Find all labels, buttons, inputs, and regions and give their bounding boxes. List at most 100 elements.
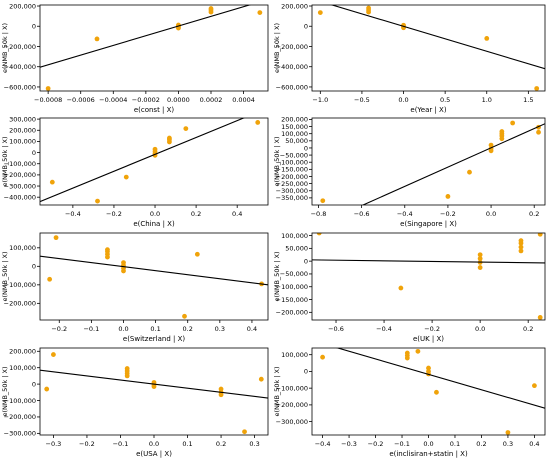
- fit-line: [330, 5, 545, 70]
- y-tick-label: −600,000: [276, 83, 308, 91]
- x-tick-label: −0.2: [106, 210, 122, 218]
- scatter-panel: −0.0008 −0.0006 −0.0004 −0.0002 0.0000 0.0002…: [1, 2, 269, 114]
- y-tick-label: 0: [304, 23, 308, 31]
- x-axis-label: e(const | X): [134, 106, 175, 114]
- x-tick-label: 0.1: [182, 440, 192, 448]
- fit-line: [40, 118, 246, 203]
- x-tick-label: −0.2: [368, 440, 384, 448]
- y-tick-label: 200,000: [281, 116, 308, 124]
- fit-line: [312, 259, 545, 264]
- x-tick-label: 0.2: [216, 440, 226, 448]
- x-axis-label: e(inclisiran+statin | X): [389, 450, 468, 458]
- data-point: [194, 251, 200, 257]
- y-tick-label: 100,000: [9, 244, 36, 252]
- plot-frame: [39, 347, 269, 436]
- y-tick-label: 200,000: [9, 348, 36, 356]
- y-tick-label: −300,000: [276, 418, 308, 426]
- y-tick-label: 200,000: [9, 127, 36, 135]
- y-tick-label: −100,000: [276, 283, 308, 291]
- x-tick-label: 0.0004: [232, 96, 255, 104]
- y-tick-label: −200,000: [276, 309, 308, 317]
- x-tick-label: 0.4: [232, 210, 242, 218]
- y-axis-label: e(NMB_50k | X): [1, 136, 9, 186]
- data-point: [536, 129, 541, 135]
- data-point: [488, 142, 494, 148]
- fit-line: [40, 369, 268, 399]
- plot-frame: [39, 232, 269, 321]
- y-tick-label: 0: [32, 149, 36, 157]
- x-tick-label: 0.3: [249, 440, 259, 448]
- y-axis-label: e(NMB_50k | X): [1, 251, 9, 301]
- y-tick-label: −100,000: [4, 397, 36, 405]
- data-point: [167, 135, 172, 141]
- data-point: [257, 10, 263, 15]
- x-axis-label: e(UK | X): [413, 335, 444, 343]
- data-point: [534, 86, 540, 91]
- data-point: [121, 268, 126, 274]
- fit-line: [40, 255, 268, 286]
- x-tick-label: −0.2: [440, 210, 456, 218]
- y-axis-label: e(NMB_50k | X): [273, 23, 281, 73]
- x-tick-label: −0.1: [83, 325, 99, 333]
- plot-frame: [39, 4, 269, 92]
- data-point: [51, 352, 56, 357]
- scatter-panel: −0.4 −0.3 −0.2 −0.1 0.0 0.1 0.2 0.3 0.4 100,000 0 −…: [273, 347, 546, 458]
- fit-line: [361, 123, 545, 205]
- data-point: [242, 429, 247, 435]
- data-point: [499, 129, 505, 134]
- x-axis-label: e(Singapore | X): [400, 220, 457, 228]
- data-point: [45, 86, 51, 91]
- y-tick-label: 100,000: [281, 351, 308, 359]
- x-tick-label: 0.2: [523, 325, 533, 333]
- y-tick-label: 100,000: [281, 130, 308, 138]
- y-tick-label: −300,000: [276, 187, 308, 195]
- data-point: [518, 238, 524, 244]
- data-point: [404, 350, 410, 356]
- y-tick-label: 0: [32, 263, 36, 271]
- x-tick-label: −0.2: [79, 440, 95, 448]
- y-tick-label: −50,000: [280, 270, 308, 278]
- x-tick-label: −0.1: [394, 440, 410, 448]
- data-point: [477, 256, 483, 261]
- x-tick-label: 0.4: [529, 440, 539, 448]
- x-tick-label: 0.2: [191, 210, 201, 218]
- y-tick-label: 100,000: [9, 138, 36, 146]
- y-tick-label: −250,000: [276, 180, 308, 188]
- y-tick-label: 50,000: [285, 137, 308, 145]
- y-tick-label: −150,000: [276, 296, 308, 304]
- data-point: [258, 376, 264, 382]
- data-point: [467, 169, 472, 175]
- data-point: [182, 313, 187, 319]
- x-tick-label: −0.6: [328, 325, 344, 333]
- data-point: [95, 198, 100, 204]
- plot-frame: [311, 232, 546, 321]
- y-tick-label: −400,000: [276, 63, 308, 71]
- x-tick-label: −0.2: [51, 325, 67, 333]
- data-point: [124, 366, 130, 371]
- plot-frame: [311, 347, 546, 436]
- data-point: [151, 384, 157, 389]
- y-tick-label: −100,000: [276, 159, 308, 167]
- y-tick-label: 0: [304, 144, 308, 152]
- x-tick-label: 0.1: [450, 440, 460, 448]
- data-point: [532, 383, 537, 389]
- x-tick-label: 0.0: [398, 96, 408, 104]
- data-point: [537, 315, 543, 320]
- x-tick-label: −0.4: [315, 440, 331, 448]
- scatter-panel: −1.0 −0.5 0.0 0.5 1.0 1.5 200,000 0 −200,000 −400…: [273, 2, 546, 114]
- y-axis-label: e(NMB_50k | X): [1, 366, 9, 416]
- data-point: [94, 36, 100, 42]
- fit-line: [335, 348, 545, 409]
- x-tick-label: 0.2: [183, 325, 193, 333]
- data-point: [518, 248, 524, 254]
- plot-frame: [311, 4, 546, 92]
- x-tick-label: −1.0: [312, 96, 328, 104]
- plot-frame: [39, 117, 269, 206]
- x-tick-label: 0.1: [150, 325, 160, 333]
- y-tick-label: −300,000: [4, 430, 36, 438]
- y-tick-label: 0: [32, 380, 36, 388]
- x-tick-label: −0.0008: [34, 96, 62, 104]
- x-tick-label: 0.2: [476, 440, 486, 448]
- y-tick-label: 50,000: [285, 245, 308, 253]
